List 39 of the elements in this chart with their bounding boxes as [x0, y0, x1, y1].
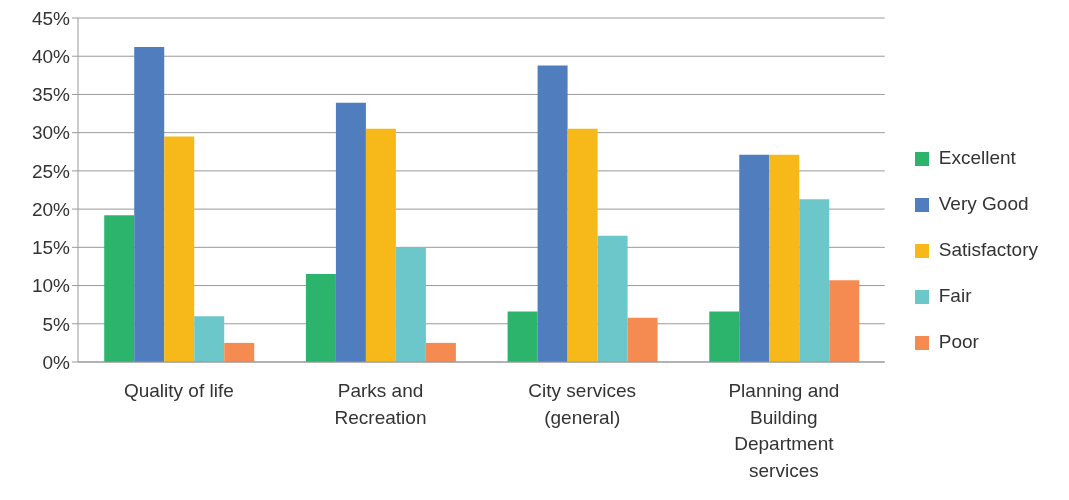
bar: [425, 342, 456, 362]
bar: [224, 342, 255, 362]
bar: [335, 102, 366, 362]
bar: [597, 235, 628, 362]
y-tick-label: 20%: [31, 198, 71, 220]
bar: [627, 317, 658, 362]
y-tick-label: 40%: [31, 45, 71, 67]
y-tick-label: 5%: [42, 313, 71, 335]
legend-label: Satisfactory: [937, 239, 1038, 260]
bar: [507, 311, 538, 362]
bar: [104, 215, 135, 362]
legend-label: Excellent: [937, 147, 1016, 168]
bar: [194, 316, 225, 362]
y-tick-label: 10%: [31, 275, 71, 297]
x-tick-label: City services (general): [528, 380, 637, 428]
legend-label: Very Good: [937, 193, 1029, 214]
bar: [709, 311, 740, 362]
bar: [164, 136, 195, 362]
x-tick-label: Quality of life: [123, 380, 234, 402]
y-tick-label: 30%: [31, 122, 71, 144]
y-tick-label: 0%: [42, 351, 71, 373]
y-tick-label: 25%: [31, 160, 71, 182]
legend-label: Fair: [937, 285, 972, 306]
bar: [567, 128, 598, 362]
bar: [769, 154, 800, 362]
y-tick-label: 35%: [31, 84, 71, 106]
y-tick-label: 45%: [31, 7, 71, 29]
bar: [305, 274, 336, 362]
bar: [739, 154, 770, 362]
bar: [395, 247, 426, 362]
bar: [799, 199, 830, 362]
bar: [537, 65, 568, 362]
bar: [829, 280, 860, 362]
x-tick-label: Parks and Recreation: [334, 380, 427, 428]
y-tick-label: 15%: [31, 237, 71, 259]
x-tick-label: Planning and Building Department services: [728, 380, 840, 481]
legend-label: Poor: [937, 331, 979, 352]
bar: [134, 47, 165, 362]
bar: [365, 128, 396, 362]
